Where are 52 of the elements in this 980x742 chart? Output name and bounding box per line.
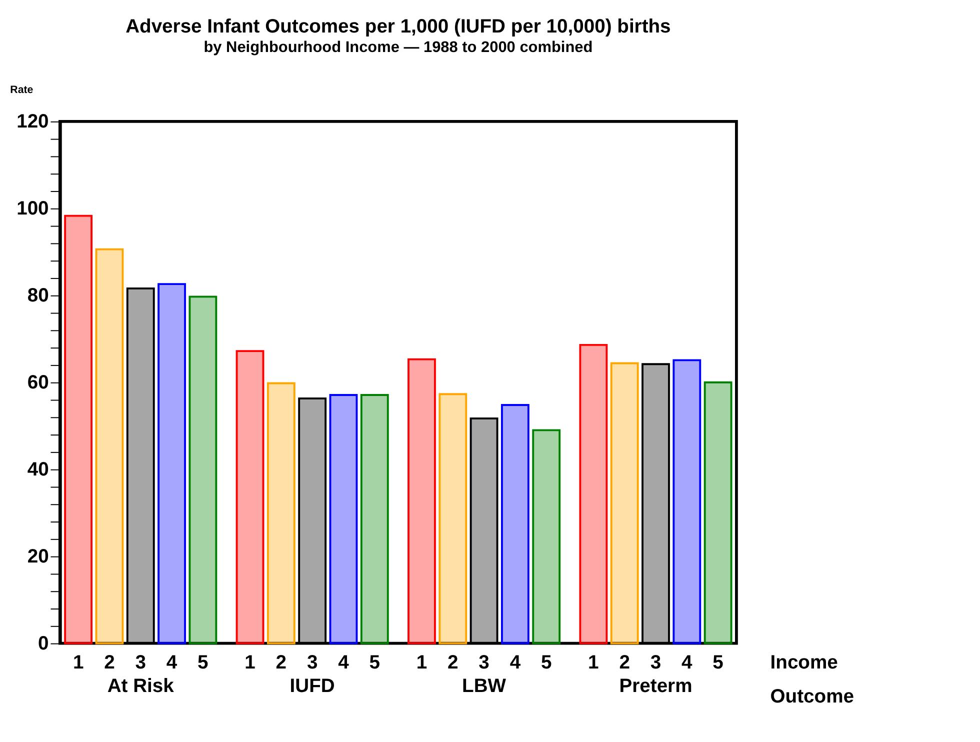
x-axis-title: Outcome <box>770 686 854 708</box>
y-tick-label: 60 <box>27 372 49 394</box>
text: 2 <box>276 652 287 674</box>
bar <box>704 381 732 644</box>
chart-title: Adverse Infant Outcomes per 1,000 (IUFD per 10,000) births <box>126 16 671 38</box>
text: 4 <box>682 652 692 674</box>
text: 5 <box>712 652 724 674</box>
text: 2 <box>448 652 458 674</box>
y-tick-label: 120 <box>16 112 49 133</box>
text: 4 <box>338 652 349 674</box>
text: 3 <box>306 652 318 674</box>
series-label: 2 <box>104 652 115 674</box>
bar <box>532 429 561 644</box>
text: 2 <box>619 652 630 674</box>
y-tick-label: 80 <box>27 286 49 307</box>
legend-title: Income <box>770 652 838 674</box>
series-label: 4 <box>166 652 178 674</box>
bar <box>64 214 93 644</box>
y-tick-label: 100 <box>16 198 49 220</box>
series-label: 1 <box>72 652 84 674</box>
bar <box>500 404 530 644</box>
bar <box>329 394 358 644</box>
x-tick-label: IUFD <box>290 676 335 698</box>
bar <box>188 296 218 644</box>
x-tick-label: At Risk <box>107 676 174 698</box>
bar <box>360 394 389 644</box>
y-tick-label: 40 <box>27 460 49 481</box>
text: 5 <box>369 652 380 674</box>
text: 3 <box>650 652 662 674</box>
bar <box>610 362 639 644</box>
bar <box>438 393 468 644</box>
text: 1 <box>588 652 599 674</box>
text: 1 <box>416 652 428 674</box>
x-tick-label: LBW <box>462 676 507 698</box>
text: 5 <box>540 652 552 674</box>
bar <box>266 382 296 644</box>
bar <box>579 344 608 644</box>
y-axis-title: Rate <box>10 84 34 96</box>
bar <box>95 248 124 644</box>
series-label: 3 <box>135 652 146 674</box>
bar <box>236 350 264 644</box>
y-tick-label: 0 <box>38 634 49 655</box>
bar <box>408 358 436 644</box>
bar <box>672 359 702 644</box>
text: 1 <box>244 652 256 674</box>
text: 4 <box>510 652 521 674</box>
y-tick-label: 20 <box>27 546 49 568</box>
text: 3 <box>478 652 490 674</box>
bar <box>158 283 186 644</box>
x-tick-label: Preterm <box>619 676 692 698</box>
chart-subtitle: by Neighbourhood Income — 1988 to 2000 combined <box>204 38 593 56</box>
series-label: 5 <box>198 652 209 674</box>
